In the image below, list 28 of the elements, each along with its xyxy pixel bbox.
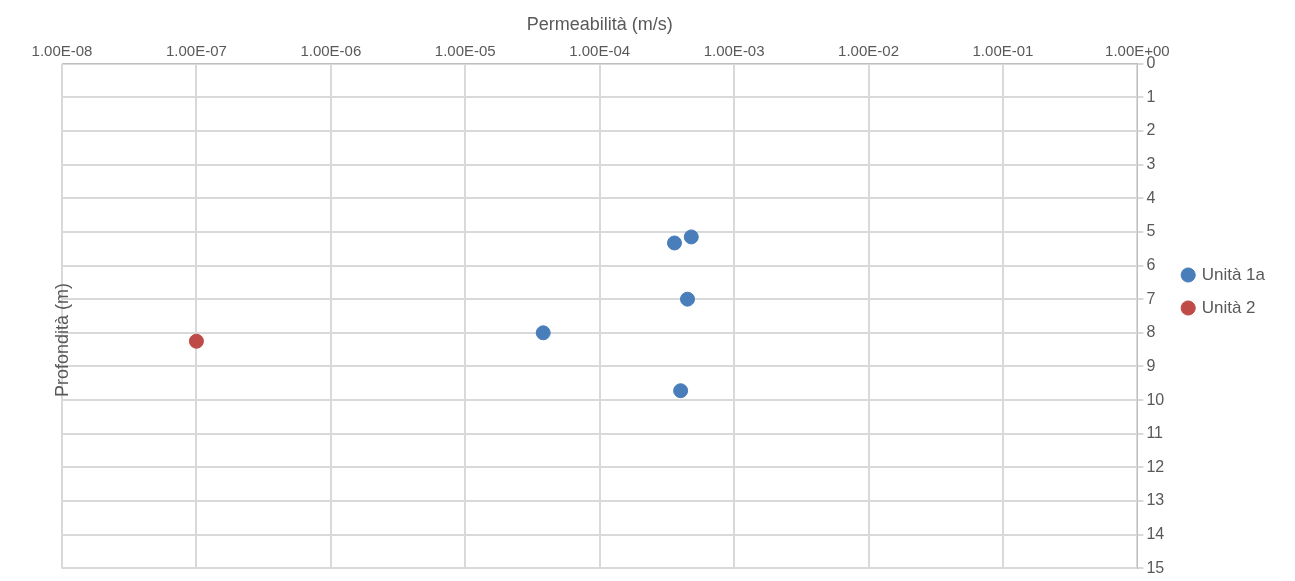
y-tick-label: 1 xyxy=(1146,87,1156,105)
y-tick-label: 11 xyxy=(1146,424,1164,442)
y-tick-label: 3 xyxy=(1146,154,1156,172)
y-axis-title: Profondità (m) xyxy=(51,282,73,398)
y-tick-label: 7 xyxy=(1146,289,1156,307)
legend-label: Unità 1a xyxy=(1201,264,1266,284)
y-tick-label: 12 xyxy=(1146,457,1165,475)
x-tick-label: 1.00E-07 xyxy=(165,41,227,59)
y-tick-label: 8 xyxy=(1146,323,1156,341)
y-tick-label: 15 xyxy=(1146,558,1165,576)
x-axis-title: Permeabilità (m/s) xyxy=(526,13,673,34)
y-tick-label: 0 xyxy=(1146,54,1156,72)
x-tick-label: 1.00E-06 xyxy=(300,41,362,59)
x-tick-label: 1.00E-04 xyxy=(569,41,631,59)
y-tick-label: 6 xyxy=(1146,255,1156,273)
y-tick-label: 5 xyxy=(1146,222,1156,240)
y-tick-label: 14 xyxy=(1146,525,1165,543)
y-tick-label: 9 xyxy=(1146,356,1156,374)
x-tick-label: 1.00E-08 xyxy=(31,41,93,59)
x-tick-label: 1.00E-02 xyxy=(838,41,899,59)
x-tick-label: 1.00E-01 xyxy=(972,41,1034,59)
legend-label: Unità 2 xyxy=(1201,297,1256,317)
y-tick-label: 13 xyxy=(1146,491,1165,509)
y-tick-label: 2 xyxy=(1146,121,1156,139)
y-tick-label: 4 xyxy=(1146,188,1156,206)
x-tick-label: 1.00E-05 xyxy=(434,41,496,59)
y-tick-label: 10 xyxy=(1146,390,1165,408)
x-tick-label: 1.00E-03 xyxy=(703,41,765,59)
